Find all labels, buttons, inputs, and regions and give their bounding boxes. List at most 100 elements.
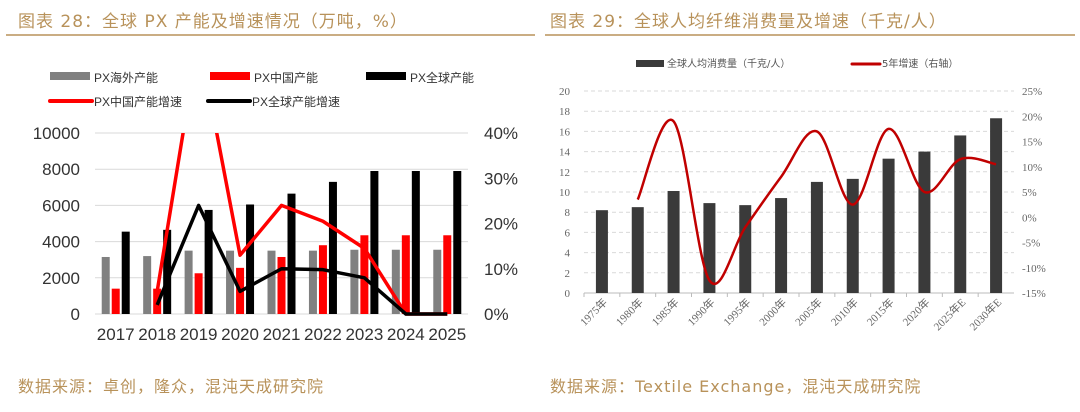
bar-china [277, 256, 286, 314]
bar-overseas [391, 249, 400, 314]
x-tick-label: 2000年 [756, 295, 789, 328]
legend-swatch [50, 72, 90, 80]
y2-tick-label: 15% [1022, 137, 1042, 149]
y-tick-label: 10000 [33, 124, 80, 143]
y-tick-label: 20 [559, 86, 571, 98]
bar-overseas [226, 250, 235, 314]
bar-per-capita [739, 205, 752, 293]
legend-label: PX中国产能 [254, 70, 318, 85]
bar-global [328, 181, 337, 314]
bar-overseas [433, 249, 442, 314]
y-tick-label: 8000 [42, 160, 80, 179]
x-tick-label: 1980年 [613, 295, 646, 328]
y2-tick-label: 20% [1022, 111, 1042, 123]
line-china-growth [155, 133, 448, 316]
x-tick-label: 2019 [180, 325, 218, 344]
y-tick-label: 2 [565, 268, 571, 280]
y2-tick-label: 40% [484, 124, 518, 143]
bar-global [121, 231, 130, 314]
y-tick-label: 0 [565, 288, 571, 300]
bar-per-capita [667, 190, 680, 293]
line-5yr-growth [636, 118, 997, 285]
x-tick-label: 2021 [263, 325, 301, 344]
x-tick-label: 2020 [221, 325, 259, 344]
y2-tick-label: -10% [1022, 263, 1046, 275]
bar-china [360, 235, 369, 314]
chart-28: 0 2000 4000 6000 8000 10000 0% 10% 20% 30% 40% 2017… [33, 70, 518, 344]
x-tick-label: 1985年 [648, 295, 681, 328]
bar-overseas [308, 250, 317, 314]
x-tick-label: 2022 [304, 325, 342, 344]
bar-per-capita [954, 135, 967, 293]
legend-label: 全球人均消费量（千克/人） [667, 57, 790, 70]
y-tick-label: 16 [559, 126, 571, 138]
legend-label: PX海外产能 [94, 70, 158, 85]
bar-china [318, 245, 327, 314]
bar-global [370, 171, 379, 314]
bar-per-capita [775, 198, 788, 293]
y-tick-label: 2000 [42, 269, 80, 288]
x-tick-label: 2018 [138, 325, 176, 344]
y-tick-label: 18 [559, 106, 571, 118]
legend-label: PX全球产能 [410, 70, 474, 85]
y-tick-label: 14 [559, 147, 571, 159]
legend-swatch [636, 60, 664, 67]
y2-tick-label: 10% [1022, 162, 1042, 174]
line-global-growth [155, 203, 448, 316]
bar-global [287, 193, 296, 314]
x-tick-label: 2023 [345, 325, 383, 344]
bar-per-capita [882, 158, 895, 293]
bar-overseas [350, 249, 359, 314]
x-tick-label: 2030年E [966, 295, 1004, 333]
y2-tick-label: -15% [1022, 288, 1046, 300]
y-tick-label: 6000 [42, 196, 80, 215]
x-tick-label: 1990年 [684, 295, 717, 328]
y2-tick-label: 5% [1022, 187, 1037, 199]
bar-overseas [143, 256, 152, 314]
bar-china [443, 235, 452, 314]
bar-per-capita [810, 181, 823, 293]
x-tick-label: 2024 [387, 325, 425, 344]
bar-overseas [184, 250, 193, 314]
y-tick-label: 4 [565, 248, 571, 260]
bar-global [246, 204, 255, 314]
y-tick-label: 6 [565, 227, 571, 239]
bar-global [204, 209, 213, 314]
bar-overseas [267, 250, 276, 314]
bar-per-capita [595, 210, 608, 293]
y2-tick-label: -5% [1022, 238, 1040, 250]
chart-28-source: 数据来源：卓创，隆众，混沌天成研究院 [18, 377, 324, 396]
bar-china [194, 273, 203, 314]
bar-per-capita [846, 178, 859, 293]
x-tick-label: 1995年 [720, 295, 753, 328]
y2-tick-label: 0% [1022, 212, 1037, 224]
y-tick-label: 10 [559, 187, 571, 199]
legend-swatch [210, 72, 250, 80]
x-tick-label: 1975年 [577, 295, 610, 328]
y-tick-label: 4000 [42, 233, 80, 252]
y-tick-label: 8 [565, 207, 571, 219]
bar-global [411, 171, 420, 314]
bar-overseas [101, 256, 110, 314]
chart-29-source: 数据来源：Textile Exchange，混沌天成研究院 [550, 377, 921, 396]
x-tick-label: 2017 [97, 325, 135, 344]
legend-label: 5年增速（右轴） [882, 57, 958, 70]
x-tick-label: 2010年 [828, 295, 861, 328]
bar-global [163, 229, 172, 314]
y2-tick-label: 0% [484, 305, 509, 324]
bar-per-capita [990, 118, 1003, 294]
y2-tick-label: 25% [1022, 86, 1042, 98]
legend-label: PX全球产能增速 [252, 94, 340, 109]
x-tick-label: 2020年 [899, 295, 932, 328]
bar-global [453, 171, 462, 314]
chart-28-title: 图表 28：全球 PX 产能及增速情况（万吨，%） [18, 12, 408, 32]
bar-per-capita [631, 207, 644, 293]
y2-tick-label: 30% [484, 169, 518, 188]
x-tick-label: 2005年 [792, 295, 825, 328]
y-tick-label: 0 [71, 305, 80, 324]
legend-label: PX中国产能增速 [94, 94, 182, 109]
x-tick-label: 2025 [428, 325, 466, 344]
chart-29: 0 2 4 6 8 10 12 14 16 18 20 -15% -10% -5% 0% 5% 10% 15% 20… [559, 57, 1046, 333]
bar-china [401, 235, 410, 314]
